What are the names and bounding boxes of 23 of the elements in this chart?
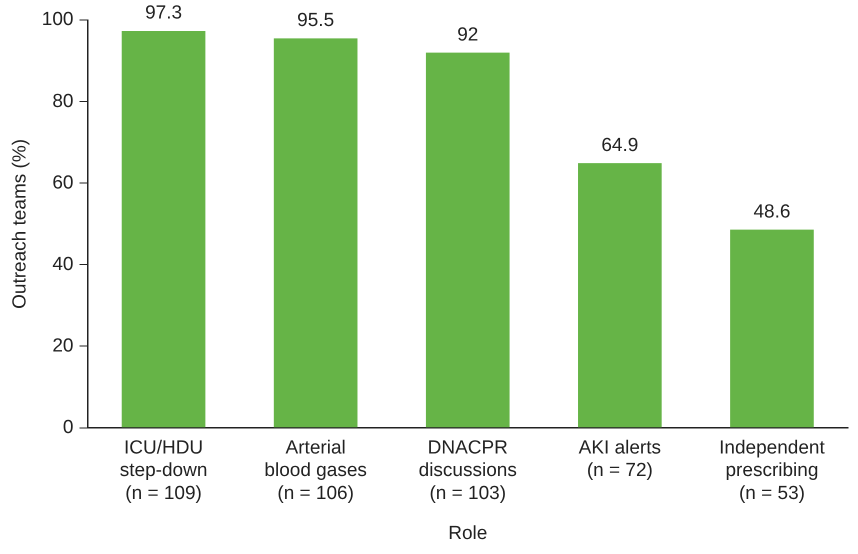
y-tick-label: 80 (52, 90, 74, 112)
bar (730, 230, 814, 428)
bar (426, 52, 510, 428)
bar (274, 38, 358, 428)
x-tick-label: DNACPR discussions (n = 103) (418, 437, 517, 504)
bar (122, 31, 206, 428)
x-tick-label: Independent prescribing (n = 53) (719, 437, 826, 504)
data-label: 97.3 (145, 2, 182, 24)
data-label: 95.5 (297, 10, 334, 32)
y-axis-title: Outreach teams (%) (10, 138, 31, 309)
data-label: 92 (457, 24, 478, 46)
data-label: 48.6 (753, 201, 790, 222)
y-tick-label: 0 (62, 417, 74, 438)
x-tick-label: Arterial blood gases (n = 106) (264, 437, 367, 504)
data-label: 64.9 (601, 134, 638, 156)
y-tick-label: 60 (52, 172, 74, 194)
y-tick-label: 100 (42, 9, 74, 30)
x-axis-title: Role (448, 522, 488, 544)
y-tick-label: 40 (52, 254, 74, 275)
bar (578, 163, 662, 428)
x-tick-label: AKI alerts (n = 72) (578, 437, 662, 482)
y-tick-label: 20 (52, 335, 74, 356)
x-tick-label: ICU/HDU step-down (n = 109) (120, 437, 208, 504)
